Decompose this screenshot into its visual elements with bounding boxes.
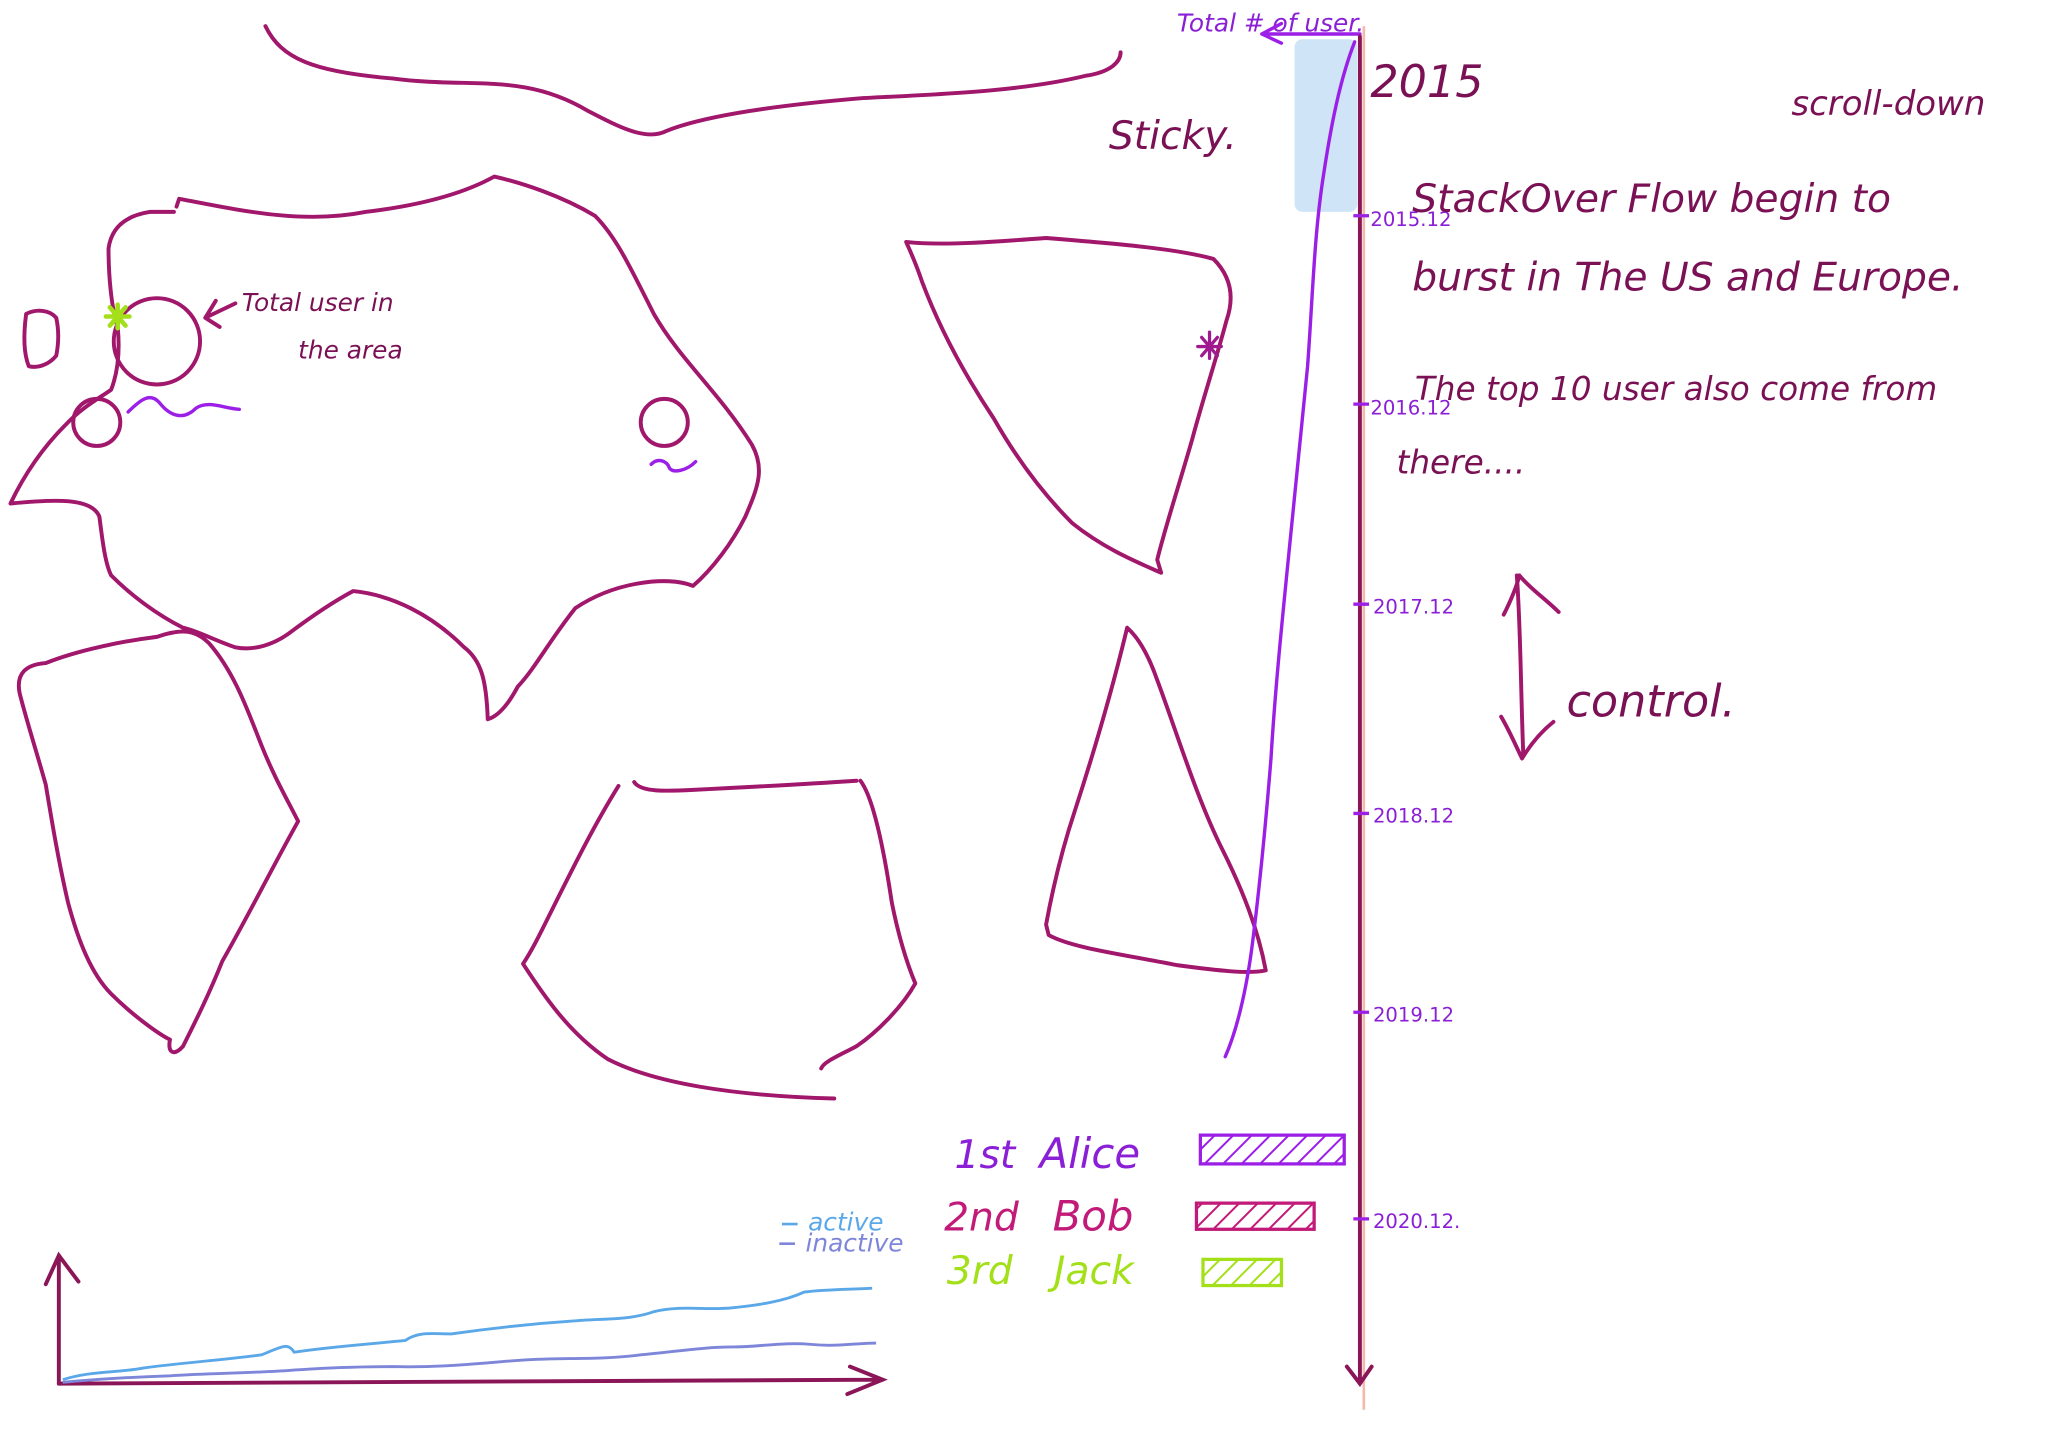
inactive-series-line <box>62 1341 877 1384</box>
current-year: 2015 <box>1370 57 1483 108</box>
active-series-line <box>62 1286 873 1382</box>
timeline-tick-2[interactable]: 2017.12 <box>1353 595 1454 618</box>
rank-label: 3rd <box>947 1249 1014 1294</box>
user-name: Jack <box>1047 1249 1135 1294</box>
world-map <box>8 24 1268 1101</box>
map-bubbles: Total user in the area <box>71 288 1223 473</box>
map-asia-triangle <box>904 236 1233 575</box>
map-africa <box>521 784 837 1101</box>
timeline: 2015 2015.12 2016.12 2017.12 2018.12 201… <box>1223 26 1483 1410</box>
scroll-hint: scroll-down <box>1791 84 1985 124</box>
tick-label: 2020.12. <box>1373 1210 1460 1233</box>
annotation-arrow-icon <box>203 298 238 329</box>
story-line-3: The top 10 user also come from <box>1415 370 1937 408</box>
rank-label: 2nd <box>944 1196 1020 1241</box>
star-marker-icon[interactable] <box>103 302 132 331</box>
bubble-europe[interactable] <box>638 396 690 448</box>
up-down-arrow-icon[interactable] <box>1499 573 1561 761</box>
star-marker-asia-icon[interactable] <box>1196 330 1223 360</box>
user-name: Bob <box>1053 1192 1134 1241</box>
bubble-annotation-line2: the area <box>298 335 403 364</box>
tick-label: 2019.12 <box>1373 1003 1454 1026</box>
tick-label: 2017.12 <box>1373 595 1454 618</box>
map-africa-top <box>632 778 859 793</box>
leaderboard-row-3[interactable]: 3rd Jack <box>947 1249 1284 1294</box>
chart-y-axis <box>43 1251 81 1386</box>
rank-label: 1st <box>955 1133 1017 1178</box>
cumulative-user-line <box>1223 40 1357 1059</box>
score-bar <box>1194 1201 1316 1231</box>
map-north-america <box>8 174 761 722</box>
bubble-north-america[interactable] <box>111 296 203 387</box>
chart-x-axis <box>56 1364 888 1397</box>
map-australia <box>1044 625 1268 974</box>
story-line-2: burst in The US and Europe. <box>1412 255 1963 300</box>
story-panel: StackOver Flow begin to burst in The US … <box>1397 177 1964 482</box>
leaderboard-row-2[interactable]: 2nd Bob <box>944 1192 1316 1241</box>
bubble-squiggle-eu <box>649 458 698 473</box>
tick-label: 2016.12 <box>1370 397 1451 420</box>
map-top-landmass <box>263 24 1123 137</box>
tick-label: 2015.12 <box>1370 208 1451 231</box>
timeline-tick-5[interactable]: 2020.12. <box>1353 1210 1460 1233</box>
bubble-squiggle-na <box>126 395 241 418</box>
map-south-america <box>16 629 301 1055</box>
bubble-small-west[interactable] <box>71 396 123 448</box>
activity-chart: active inactive <box>43 1208 904 1397</box>
control-label: control. <box>1566 677 1735 728</box>
leaderboard: 1st Alice 2nd Bob 3rd Jack <box>944 1129 1346 1294</box>
legend-active: active <box>808 1208 883 1237</box>
score-bar <box>1201 1257 1284 1288</box>
map-greenland-fragment <box>22 308 61 369</box>
story-line-1: StackOver Flow begin to <box>1412 177 1891 222</box>
bubble-annotation-line1: Total user in <box>242 288 394 317</box>
score-bar <box>1198 1133 1346 1166</box>
control-hint: control. <box>1499 573 1736 761</box>
sticky-label: Sticky. <box>1109 114 1237 159</box>
legend-inactive: inactive <box>805 1229 903 1258</box>
timeline-tick-4[interactable]: 2019.12 <box>1353 1003 1454 1026</box>
map-africa-right <box>819 778 918 1071</box>
tick-label: 2018.12 <box>1373 805 1454 828</box>
timeline-tick-0[interactable]: 2015.12 <box>1353 208 1451 231</box>
story-line-4: there.... <box>1397 443 1526 481</box>
user-name: Alice <box>1037 1129 1141 1178</box>
timeline-tick-3[interactable]: 2018.12 <box>1353 805 1454 828</box>
leaderboard-row-1[interactable]: 1st Alice <box>955 1129 1346 1178</box>
total-users-arrow-icon <box>1260 21 1362 45</box>
timeline-tick-1[interactable]: 2016.12 <box>1353 397 1451 420</box>
header: Total # of user. Sticky. scroll-down <box>1109 8 1986 159</box>
timeline-axis[interactable] <box>1344 34 1374 1387</box>
